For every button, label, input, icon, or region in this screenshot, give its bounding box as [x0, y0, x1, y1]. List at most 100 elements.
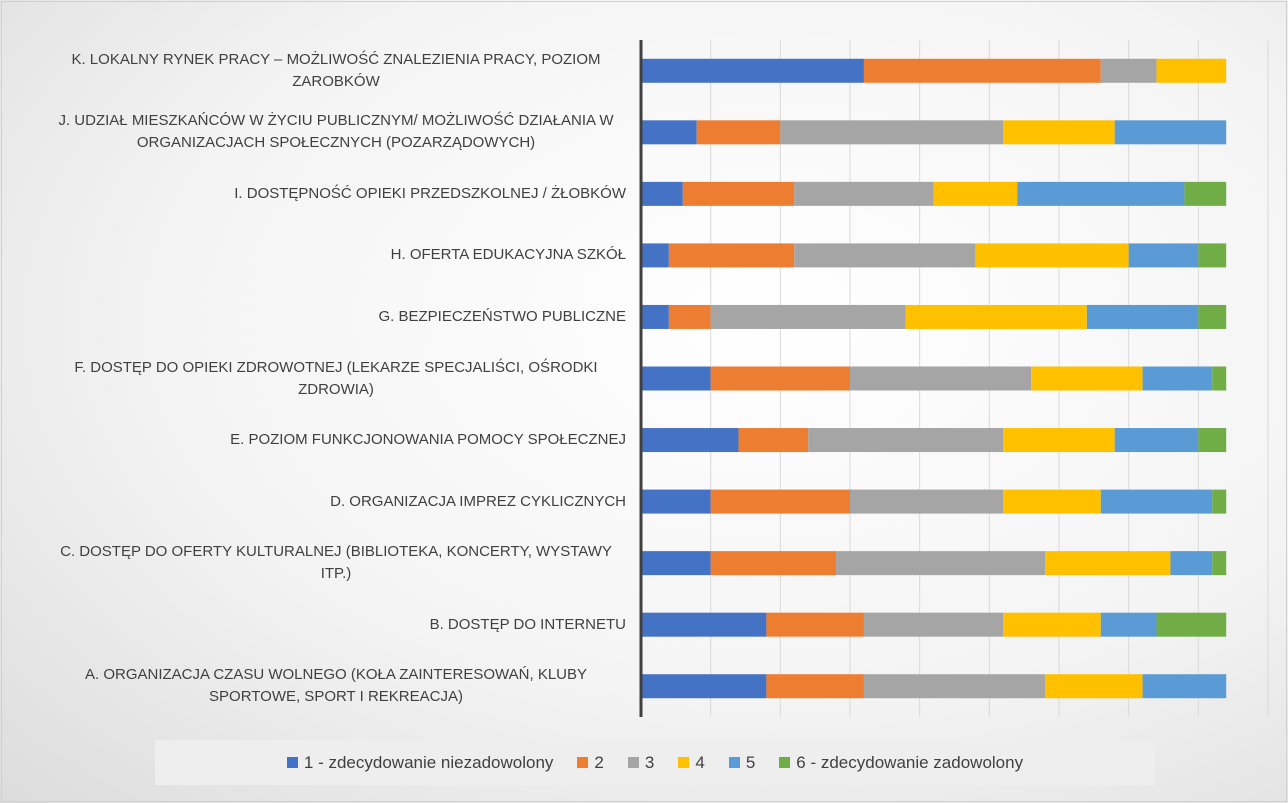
legend: 1 - zdecydowanie niezadowolony 2 3 4 5 6 - zd…: [155, 740, 1155, 785]
bar-segment: [641, 304, 669, 329]
legend-label: 4: [695, 752, 705, 772]
legend-label: 3: [644, 752, 655, 772]
bar-segment: [1003, 120, 1115, 145]
y-tick-label-text: E. POZIOM FUNKCJONOWANIA POMOCY SPOŁECZN…: [230, 431, 626, 449]
bar-segment: [1100, 612, 1157, 637]
bar-segment: [1198, 304, 1227, 329]
legend-label: 5: [745, 752, 756, 772]
legend-item: 2: [577, 752, 604, 773]
bar-segment: [1198, 428, 1227, 453]
bar-segment: [766, 612, 864, 637]
y-tick-label-text: H. OFERTA EDUKACYJNA SZKÓŁ: [390, 246, 626, 264]
bar-segment: [641, 612, 767, 637]
bar-segment: [1184, 181, 1227, 206]
legend-label: 6 - zdecydowanie zadowolony: [796, 752, 1024, 772]
bar-segment: [1212, 489, 1227, 514]
bar-segment: [682, 181, 795, 206]
legend-swatch: [779, 757, 791, 768]
legend-swatch: [678, 757, 690, 768]
legend-item: 6 - zdecydowanie zadowolony: [779, 753, 1023, 773]
y-tick-label-text: B. DOSTĘP DO INTERNETU: [429, 615, 626, 633]
bar-segment: [1156, 58, 1227, 83]
bar-segment: [738, 428, 809, 453]
y-tick-label: K. LOKALNY RYNEK PRACY – MOŻLIWOŚĆ ZNALE…: [0, 49, 626, 93]
bar-segment: [1031, 366, 1143, 391]
y-tick-label-text: C. DOSTĘP DO OFERTY KULTURALNEJ (BIBLIOT…: [60, 543, 612, 583]
bar-segment: [1086, 304, 1199, 329]
bar-segment: [1212, 551, 1227, 576]
y-tick-label: B. DOSTĘP DO INTERNETU: [0, 614, 626, 636]
bar-segment: [1100, 58, 1157, 83]
bar-segment: [641, 489, 711, 514]
y-tick-label: C. DOSTĘP DO OFERTY KULTURALNEJ (BIBLIOT…: [0, 541, 626, 585]
bar-segment: [1114, 120, 1227, 145]
bar-segment: [1100, 489, 1213, 514]
bar-segment: [850, 366, 1032, 391]
bar-segment: [1045, 551, 1171, 576]
bar-segment: [1017, 181, 1185, 206]
bar-segment: [808, 428, 1004, 453]
bar-segment: [863, 674, 1046, 699]
bar-segment: [780, 120, 1004, 145]
legend-item: 3: [627, 752, 655, 773]
bar-segment: [863, 58, 1101, 83]
legend-item: 5: [728, 752, 756, 773]
y-tick-label: I. DOSTĘPNOŚĆ OPIEKI PRZEDSZKOLNEJ / ŻŁO…: [0, 183, 626, 205]
y-tick-label: E. POZIOM FUNKCJONOWANIA POMOCY SPOŁECZN…: [0, 429, 626, 451]
bar-segment: [1128, 243, 1199, 268]
bar-segment: [1142, 674, 1227, 699]
legend-swatch: [577, 757, 589, 768]
bar-segment: [1003, 489, 1101, 514]
legend-swatch: [728, 757, 740, 768]
bar-segment: [1045, 674, 1143, 699]
legend-label: 2: [594, 752, 604, 772]
bar-segment: [710, 551, 837, 576]
y-tick-label-text: K. LOKALNY RYNEK PRACY – MOŻLIWOŚĆ ZNALE…: [71, 50, 601, 90]
legend-item: 4: [678, 752, 705, 773]
bar-segment: [1114, 428, 1199, 453]
bar-segment: [905, 304, 1087, 329]
bar-segment: [794, 181, 934, 206]
bar-segment: [1198, 243, 1227, 268]
bar-segment: [668, 304, 711, 329]
bar-segment: [641, 428, 739, 453]
bar-segment: [696, 120, 781, 145]
bar-segment: [710, 489, 850, 514]
bar-segment: [710, 304, 906, 329]
bar-segment: [1003, 612, 1101, 637]
y-tick-label: A. ORGANIZACJA CZASU WOLNEGO (KOŁA ZAINT…: [0, 664, 626, 708]
legend-swatch: [286, 757, 298, 768]
bar-segment: [668, 243, 795, 268]
legend-swatch: [627, 757, 639, 768]
bar-segment: [850, 489, 1004, 514]
bar-segment: [1156, 612, 1227, 637]
bar-segment: [1212, 366, 1227, 391]
y-tick-label: G. BEZPIECZEŃSTWO PUBLICZNE: [0, 306, 626, 328]
bar-segment: [641, 181, 683, 206]
bar-segment: [836, 551, 1046, 576]
bar-segment: [933, 181, 1018, 206]
bar-segment: [641, 120, 697, 145]
bar-segment: [766, 674, 864, 699]
bar-segment: [1170, 551, 1213, 576]
legend-label: 1 - zdecydowanie niezadowolony: [303, 752, 554, 772]
legend-item: 1 - zdecydowanie niezadowolony: [286, 752, 554, 773]
y-tick-label-text: D. ORGANIZACJA IMPREZ CYKLICZNYCH: [330, 492, 626, 510]
bar-segment: [794, 243, 976, 268]
y-tick-label: H. OFERTA EDUKACYJNA SZKÓŁ: [0, 244, 626, 266]
bar-segment: [710, 366, 850, 391]
bar-segment: [1142, 366, 1213, 391]
bar-segment: [863, 612, 1004, 637]
y-tick-label: J. UDZIAŁ MIESZKAŃCÓW W ŻYCIU PUBLICZNYM…: [0, 110, 626, 154]
bar-segment: [1003, 428, 1115, 453]
y-tick-label: F. DOSTĘP DO OPIEKI ZDROWOTNEJ (LEKARZE …: [0, 357, 626, 401]
bar-segment: [641, 551, 711, 576]
bar-segment: [975, 243, 1129, 268]
y-tick-label-text: I. DOSTĘPNOŚĆ OPIEKI PRZEDSZKOLNEJ / ŻŁO…: [234, 184, 626, 202]
y-tick-label-text: G. BEZPIECZEŃSTWO PUBLICZNE: [378, 307, 626, 325]
y-tick-label-text: J. UDZIAŁ MIESZKAŃCÓW W ŻYCIU PUBLICZNYM…: [58, 112, 614, 152]
y-tick-label-text: F. DOSTĘP DO OPIEKI ZDROWOTNEJ (LEKARZE …: [74, 358, 598, 398]
